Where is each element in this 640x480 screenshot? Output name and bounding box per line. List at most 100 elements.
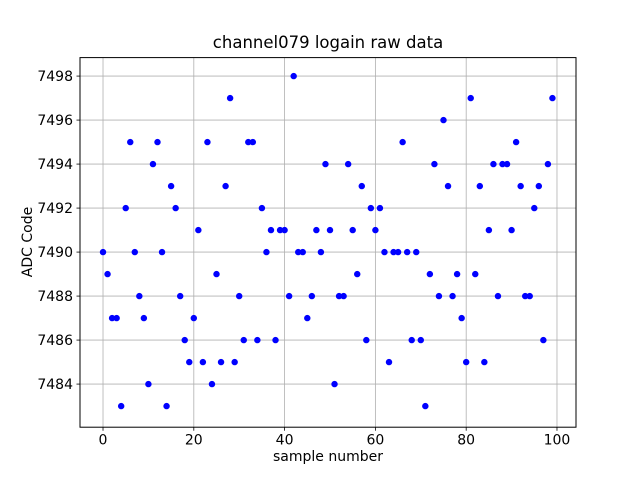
data-point [186,358,193,366]
data-point [222,182,229,190]
data-point [508,226,515,234]
data-point [494,292,502,300]
x-tick-label: 0 [99,433,108,449]
data-point [522,292,529,300]
data-point [154,138,161,146]
data-point [544,160,552,168]
data-point [331,380,338,388]
data-point [385,358,393,366]
data-point [108,314,116,322]
data-point [113,314,120,322]
y-tick-label: 7494 [37,157,73,173]
y-tick-label: 7488 [37,289,73,305]
data-point [276,226,284,234]
data-point [308,292,316,300]
data-point [422,402,429,410]
data-point [503,160,511,168]
data-point [176,292,184,300]
y-tick-label: 7498 [37,69,73,85]
data-point [512,138,520,146]
data-point [526,292,533,300]
data-point [481,358,488,366]
data-point [263,248,270,256]
data-point [249,138,257,146]
data-point [172,204,179,212]
grid [80,57,576,428]
data-point [195,226,202,234]
y-tick-label: 7492 [37,201,73,217]
x-tick-label: 20 [185,433,203,449]
data-point [217,358,225,366]
data-point [295,248,302,256]
data-point [517,182,524,190]
data-point [245,138,252,146]
data-point [208,380,216,388]
data-point [372,226,379,234]
data-point [340,292,347,300]
data-point [190,314,198,322]
data-point [117,402,125,410]
data-point [304,314,311,322]
data-point [354,270,361,278]
data-point [444,182,452,190]
data-point [290,72,297,80]
data-point [413,248,420,256]
data-point [281,226,288,234]
data-point [127,138,134,146]
plot-border [79,57,577,428]
chart-title: channel079 logain raw data [212,33,444,52]
data-point [122,204,129,212]
data-point [145,380,152,388]
axis-ticks [76,75,558,431]
x-tick-label: 80 [457,433,475,449]
data-point [335,292,343,300]
data-point [199,358,207,366]
data-point [485,226,493,234]
x-tick-label: 40 [276,433,294,449]
data-point [440,116,447,124]
x-tick-label: 60 [366,433,384,449]
data-point [431,160,438,168]
data-point [226,94,234,102]
data-point [213,270,220,278]
data-point [131,248,138,256]
data-point [254,336,261,344]
data-point [403,248,411,256]
data-point [476,182,484,190]
data-point [267,226,275,234]
y-tick-label: 7496 [37,113,73,129]
data-point [313,226,320,234]
data-point [472,270,479,278]
data-point [163,402,170,410]
data-point [399,138,406,146]
data-point [204,138,211,146]
y-tick-label: 7486 [37,333,73,349]
data-point [326,226,334,234]
data-point [490,160,497,168]
y-tick-label: 7490 [37,245,73,261]
data-point [394,248,402,256]
data-point [540,336,547,344]
data-point [363,336,370,344]
data-point [531,204,538,212]
data-point [376,204,384,212]
data-point [99,248,107,256]
data-point [258,204,266,212]
data-point [240,336,247,344]
data-point [358,182,365,190]
data-point [136,292,143,300]
data-point [499,160,506,168]
data-point [449,292,456,300]
data-point [167,182,175,190]
data-point [317,248,325,256]
data-point [285,292,293,300]
x-tick-label: 100 [544,433,571,449]
data-point [462,358,470,366]
data-point [299,248,306,256]
x-axis-label: sample number [273,449,383,465]
data-point [381,248,388,256]
y-tick-label: 7484 [37,377,73,393]
data-point [426,270,434,278]
